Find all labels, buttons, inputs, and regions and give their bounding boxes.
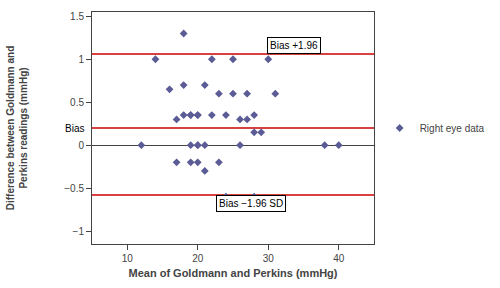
svg-text:40: 40 [333, 253, 345, 264]
svg-text:Difference between Goldmann an: Difference between Goldmann andPerkins r… [5, 46, 29, 210]
svg-text:Bias: Bias [65, 123, 84, 134]
svg-text:Bias +1.96: Bias +1.96 [270, 40, 318, 51]
svg-text:1: 1 [78, 54, 84, 65]
svg-text:20: 20 [192, 253, 204, 264]
svg-text:10: 10 [122, 253, 134, 264]
svg-text:−1: −1 [73, 226, 85, 237]
svg-text:30: 30 [263, 253, 275, 264]
svg-text:Right eye data: Right eye data [420, 123, 485, 134]
svg-text:Mean of Goldmann and Perkins (: Mean of Goldmann and Perkins (mmHg) [128, 267, 337, 279]
svg-text:−0.5: −0.5 [64, 183, 84, 194]
svg-text:1.5: 1.5 [70, 11, 84, 22]
svg-text:Bias −1.96 SD: Bias −1.96 SD [219, 198, 283, 209]
svg-text:0.5: 0.5 [70, 97, 84, 108]
svg-text:0: 0 [78, 140, 84, 151]
